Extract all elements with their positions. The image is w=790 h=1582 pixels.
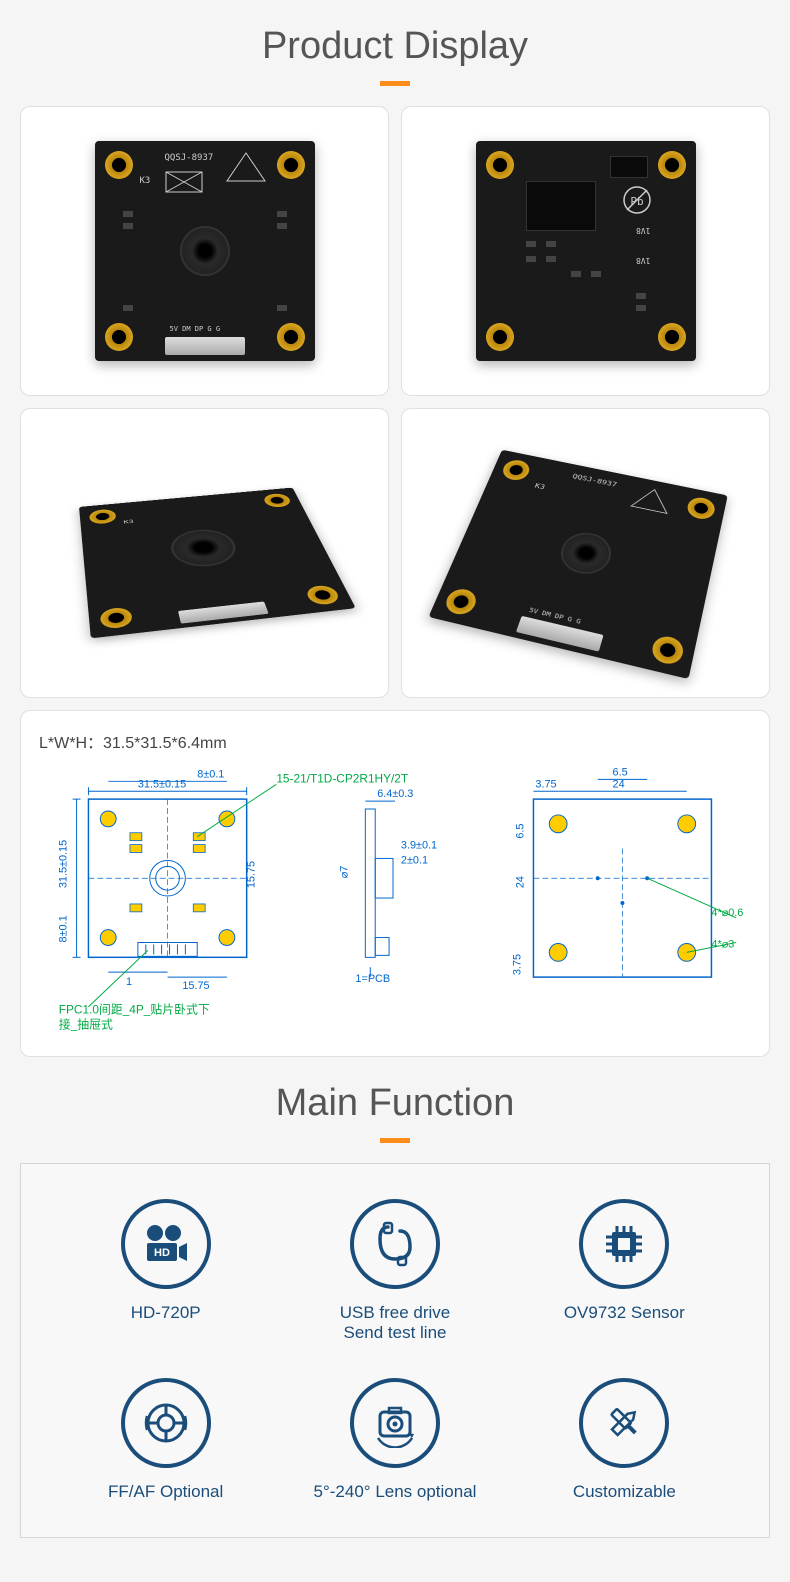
product-photo-front: QQSJ-8937 K3 5V DM DP G G [20,106,389,396]
feature-focus: FF/AF Optional [61,1378,270,1502]
feature-sublabel: Send test line [343,1323,446,1343]
hd-icon: HD [121,1199,211,1289]
tools-icon [579,1378,669,1468]
feature-label: Customizable [573,1482,676,1502]
svg-text:15.75: 15.75 [246,861,258,888]
main-function-title: Main Function [0,1057,790,1130]
svg-text:24: 24 [613,778,625,790]
svg-text:24: 24 [515,876,527,888]
pcb-model-label: QQSJ-8937 [165,153,214,163]
focus-icon [121,1378,211,1468]
feature-label: 5°-240° Lens optional [314,1482,477,1502]
svg-text:6.5: 6.5 [515,824,527,839]
feature-hd: HD HD-720P [61,1199,270,1343]
fpc-note-2: 接_抽屉式 [59,1018,113,1032]
svg-text:⌀7: ⌀7 [339,866,351,879]
feature-label: USB free drive [340,1303,451,1323]
svg-text:Pb: Pb [630,195,643,208]
dimensions-text: L*W*H：31.5*31.5*6.4mm [39,729,751,753]
svg-text:31.5±0.15: 31.5±0.15 [58,840,70,888]
feature-lens: 5°-240° Lens optional [290,1378,499,1502]
product-photo-angle-1: K3 [20,408,389,698]
chip-icon [579,1199,669,1289]
product-photo-angle-2: QQSJ-8937 K3 5V DM DP G G [401,408,770,698]
feature-custom: Customizable [520,1378,729,1502]
pcb-rev-label: K3 [140,176,151,186]
svg-text:HD: HD [154,1247,170,1259]
dimension-diagram: 31.5±0.15 8±0.1 31.5±0.15 8±0.1 1 15.75 … [39,763,751,1033]
svg-text:15.75: 15.75 [182,980,209,992]
feature-label: OV9732 Sensor [564,1303,685,1323]
svg-text:1=PCB: 1=PCB [355,973,390,985]
svg-text:31.5±0.15: 31.5±0.15 [138,778,186,790]
fpc-note-1: FPC1.0间距_4P_贴片卧式下 [59,1003,210,1017]
pcb-pins-label: 5V DM DP G G [170,325,221,333]
feature-label: FF/AF Optional [108,1482,223,1502]
usb-icon [350,1199,440,1289]
svg-text:2±0.1: 2±0.1 [401,854,428,866]
product-image-grid: QQSJ-8937 K3 5V DM DP G G Pb 1V8 1V8 [0,106,790,698]
svg-text:6.5: 6.5 [613,766,628,778]
svg-text:1: 1 [126,976,132,988]
svg-text:8±0.1: 8±0.1 [197,768,224,780]
function-grid: HD HD-720P USB free drive Send test line… [61,1199,729,1502]
feature-label: HD-720P [131,1303,201,1323]
feature-sensor: OV9732 Sensor [520,1199,729,1343]
svg-text:3.75: 3.75 [535,778,556,790]
dimension-diagram-card: L*W*H：31.5*31.5*6.4mm 31.5±0.15 [20,710,770,1057]
svg-text:4*⌀0.6: 4*⌀0.6 [711,907,743,919]
svg-text:3.9±0.1: 3.9±0.1 [401,840,437,852]
product-photo-back: Pb 1V8 1V8 [401,106,770,396]
lens-icon [350,1378,440,1468]
led-part-label: 15-21/T1D-CP2R1HY/2T [276,771,408,785]
svg-text:3.75: 3.75 [512,954,524,975]
function-card: HD HD-720P USB free drive Send test line… [20,1163,770,1538]
svg-text:6.4±0.3: 6.4±0.3 [377,788,413,800]
feature-usb: USB free drive Send test line [290,1199,499,1343]
product-display-title: Product Display [0,0,790,73]
svg-text:4*⌀3: 4*⌀3 [711,938,734,950]
title-underline-2 [380,1138,410,1143]
title-underline [380,81,410,86]
svg-text:8±0.1: 8±0.1 [58,915,70,942]
